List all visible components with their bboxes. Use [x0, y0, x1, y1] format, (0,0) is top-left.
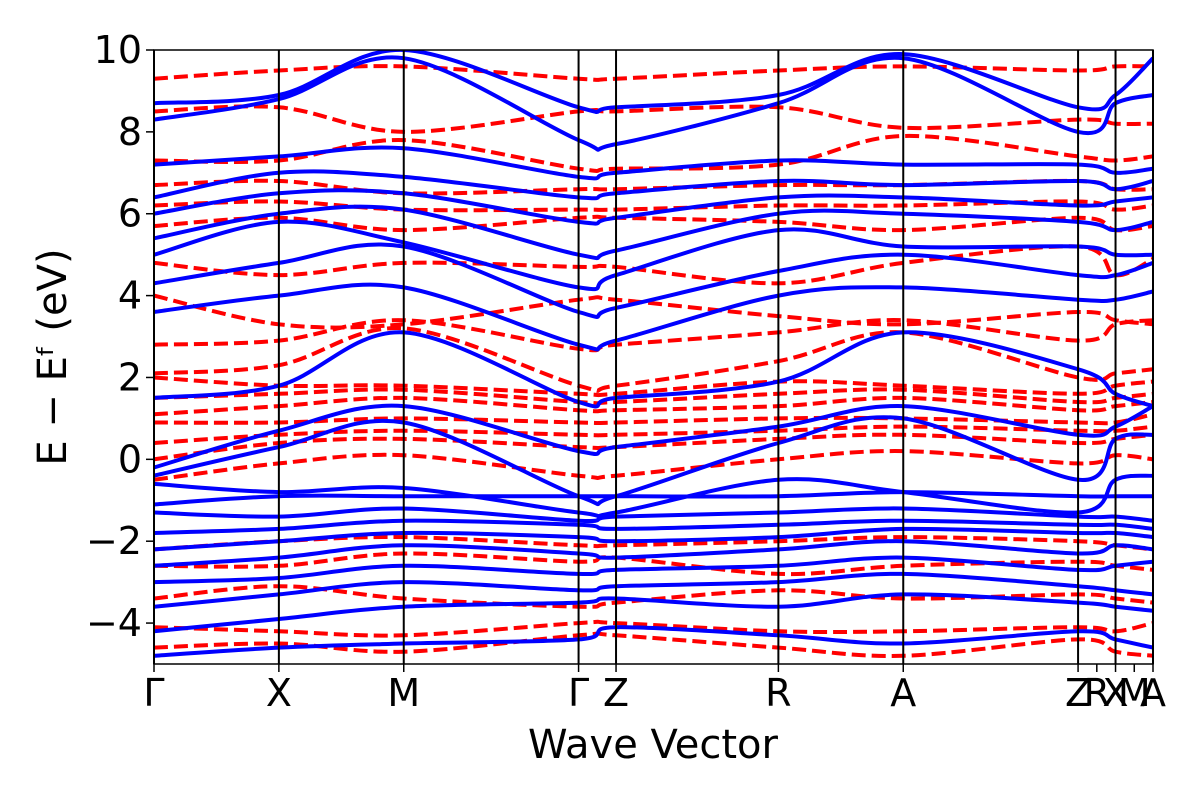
x-tick-label: Z: [603, 671, 629, 715]
x-tick-label: M: [387, 671, 420, 715]
x-tick-label: M: [1118, 671, 1151, 715]
y-tick-label: −2: [86, 519, 142, 563]
y-tick-label: −4: [86, 601, 142, 645]
x-tick-label: R: [765, 671, 791, 715]
plot-frame: [153, 49, 1154, 665]
x-tick-label: X: [266, 671, 292, 715]
band-line: [154, 326, 1153, 393]
x-tick-label: R: [1084, 671, 1110, 715]
y-tick-label: 6: [118, 192, 142, 236]
y-tick-label: 10: [94, 28, 142, 72]
y-tick-label: 4: [118, 274, 142, 318]
band-line: [154, 415, 1153, 507]
x-tick-label: Γ: [143, 671, 164, 715]
x-tick-label: Γ: [568, 671, 589, 715]
y-axis-label: E − Eᶠ (eV): [30, 248, 76, 465]
y-tick-label: 2: [118, 355, 142, 399]
x-tick-label: X: [1103, 671, 1129, 715]
x-tick-label: A: [890, 671, 916, 715]
x-tick-label: Z: [1065, 671, 1091, 715]
x-axis-label: Wave Vector: [528, 722, 779, 768]
y-axis-ticks: −4 −2 0 2 4 6 8 10: [86, 28, 154, 645]
x-tick-label: A: [1140, 671, 1166, 715]
y-tick-label: 0: [118, 437, 142, 481]
y-tick-label: 8: [118, 110, 142, 154]
